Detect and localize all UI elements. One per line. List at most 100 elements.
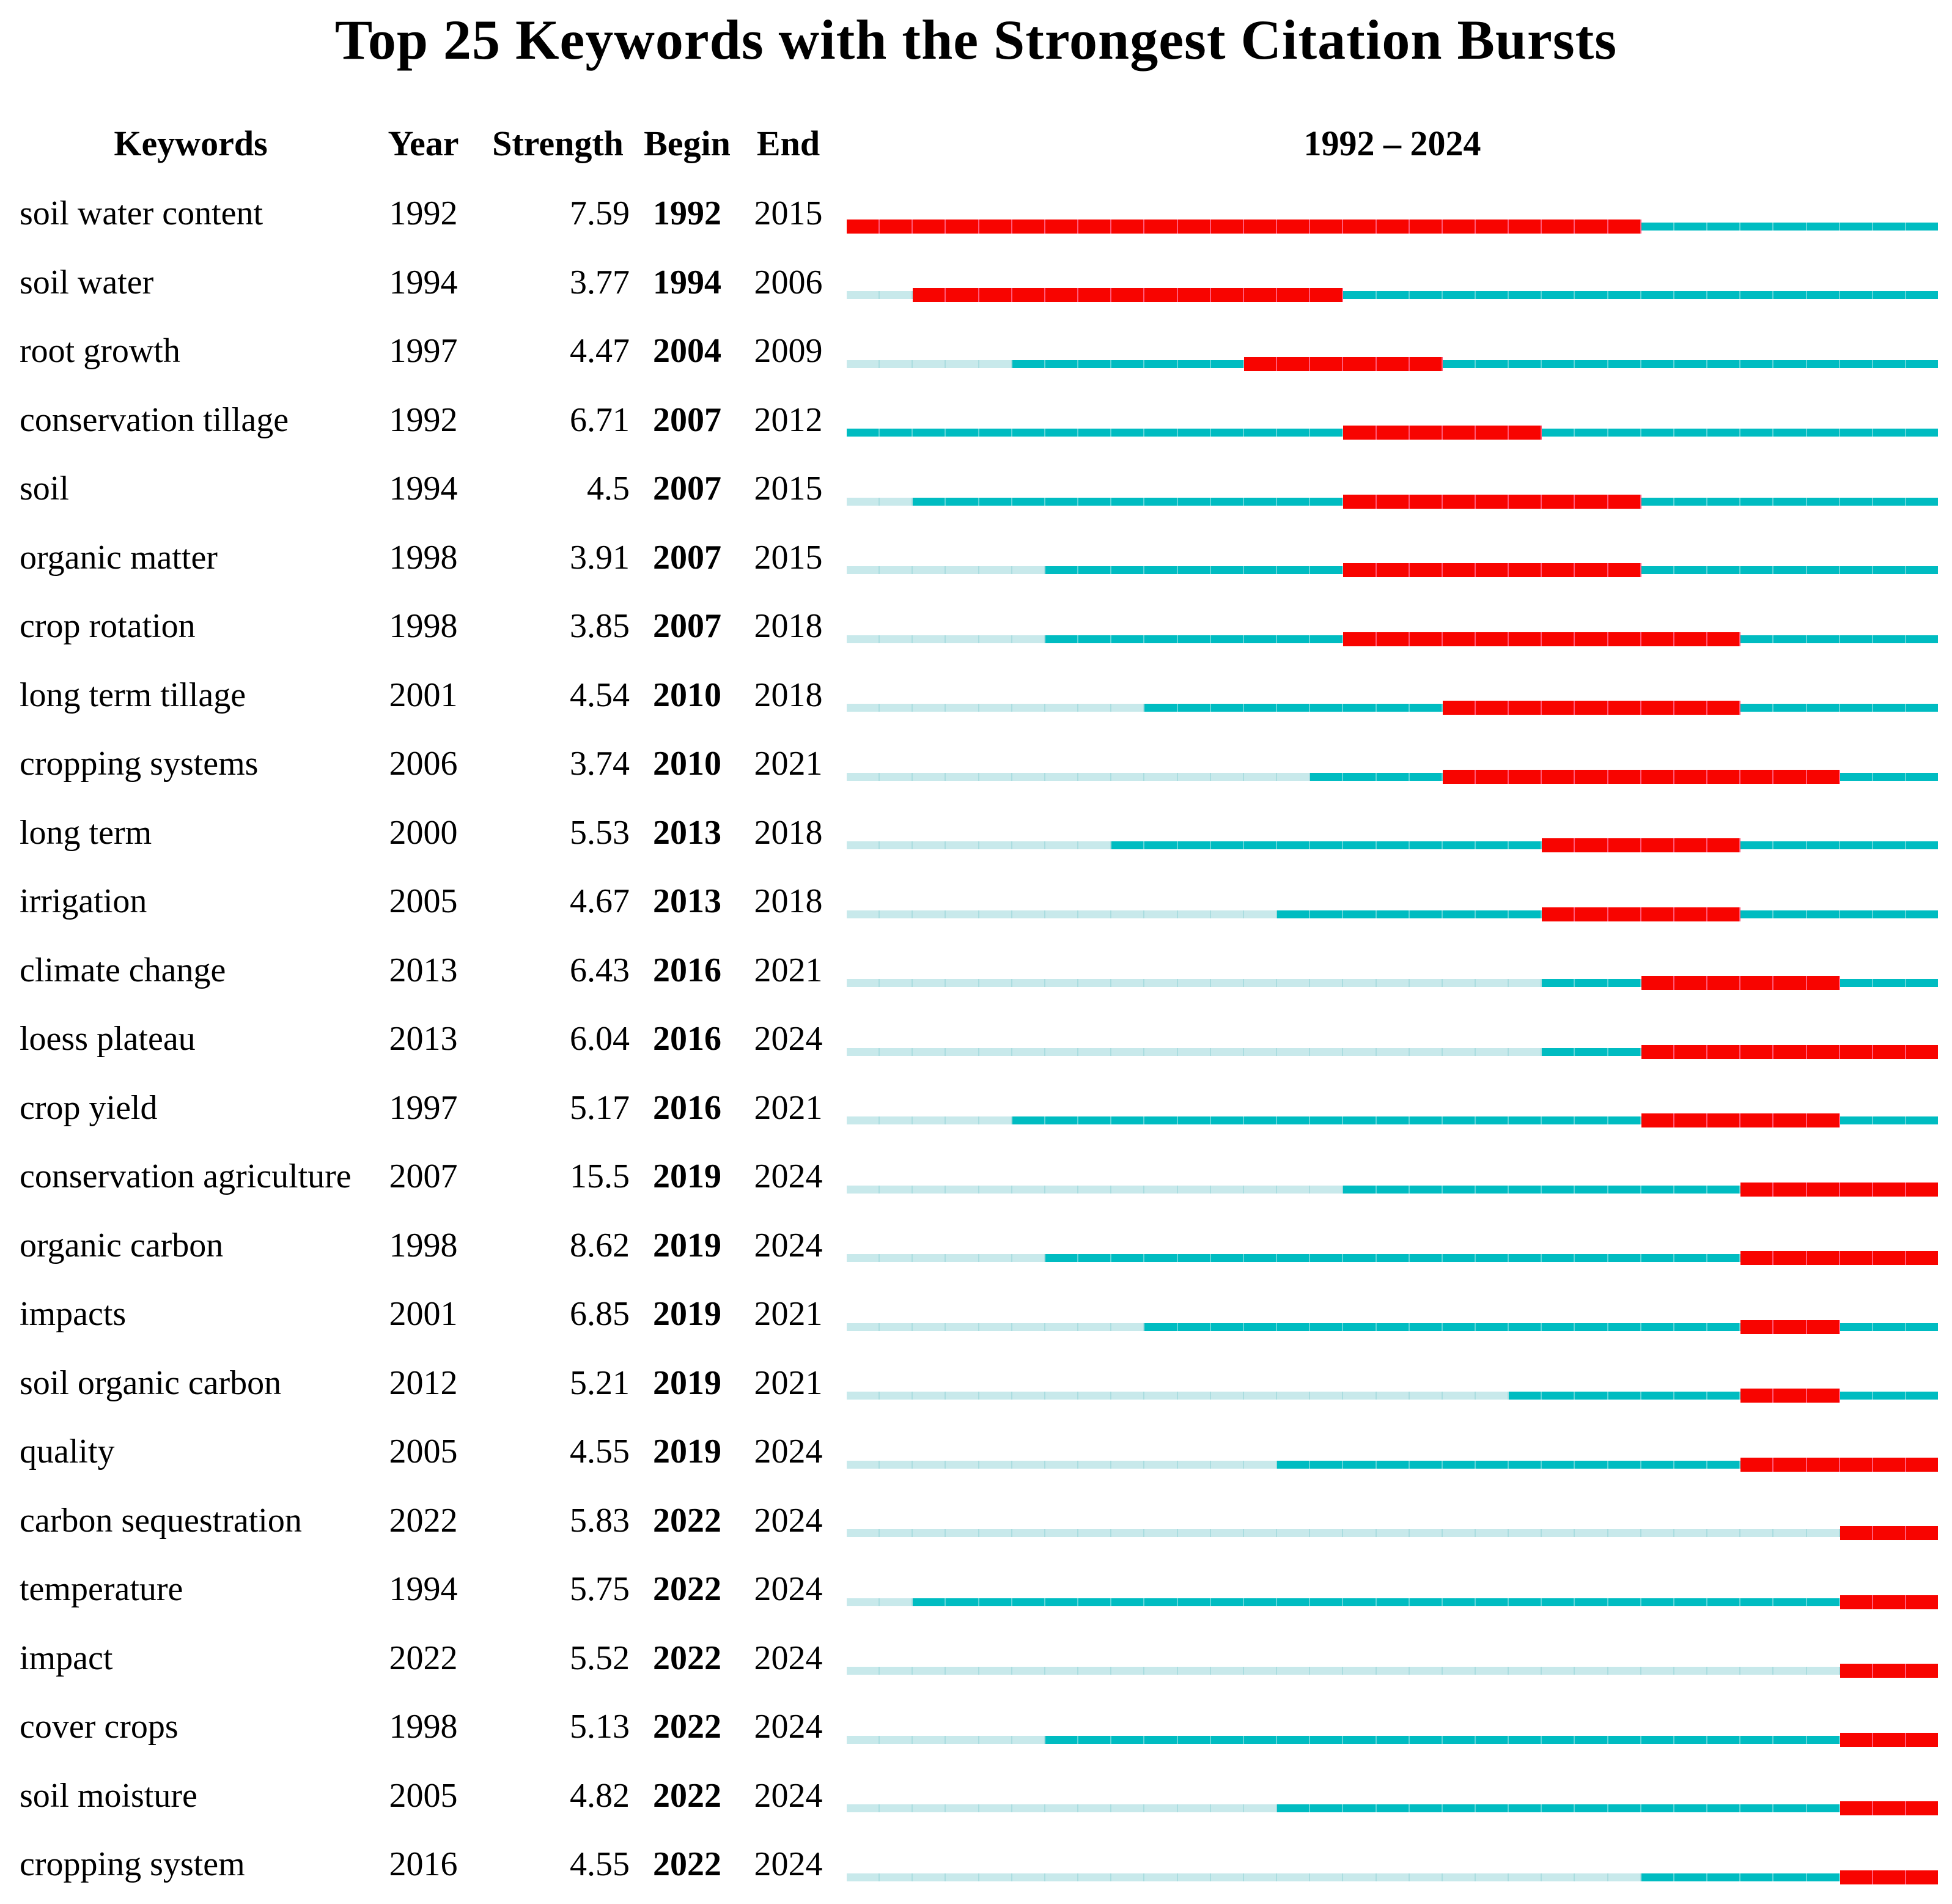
strength-cell: 4.55 <box>570 1845 630 1883</box>
year-segment <box>847 1116 880 1125</box>
year-segment <box>1773 1873 1807 1881</box>
year-segment <box>1674 976 1708 991</box>
year-segment <box>1409 1667 1443 1675</box>
strength-cell: 3.85 <box>570 607 630 645</box>
year-segment <box>913 772 946 781</box>
year-segment <box>913 1804 946 1813</box>
keyword-cell: temperature <box>20 1570 183 1608</box>
year-segment <box>1873 1251 1906 1266</box>
year-segment <box>1243 497 1278 506</box>
year-segment <box>1078 1667 1112 1675</box>
year-segment <box>1608 1529 1641 1538</box>
year-segment <box>1608 1254 1641 1263</box>
year-segment <box>1707 1185 1741 1194</box>
year-segment <box>880 1460 913 1469</box>
table-row: impact 2022 5.52 2022 2024 <box>0 1624 1952 1693</box>
year-segment <box>1542 494 1575 509</box>
year-segment <box>1509 1392 1542 1400</box>
year-segment <box>1773 566 1807 575</box>
year-segment <box>1906 1595 1939 1609</box>
year-segment <box>1409 1047 1443 1056</box>
year-segment <box>1144 910 1178 918</box>
begin-year-cell: 2010 <box>653 745 721 783</box>
year-segment <box>979 1047 1012 1056</box>
year-segment <box>1177 429 1211 437</box>
year-segment <box>880 1254 913 1263</box>
end-year-cell: 2024 <box>754 1845 823 1883</box>
year-segment <box>847 1392 880 1400</box>
strength-cell: 5.83 <box>570 1501 630 1540</box>
year-segment <box>1740 1389 1774 1403</box>
table-row: soil moisture 2005 4.82 2022 2024 <box>0 1762 1952 1831</box>
year-segment <box>1674 429 1708 437</box>
year-segment <box>1542 1804 1575 1813</box>
year-segment <box>946 1804 979 1813</box>
year-segment <box>1740 841 1774 850</box>
year-segment <box>1078 219 1112 234</box>
year-segment <box>1409 979 1443 987</box>
year-segment <box>1740 291 1774 300</box>
year-segment <box>1608 291 1641 300</box>
burst-timeline-bar <box>847 767 1939 786</box>
year-segment <box>1807 1804 1840 1813</box>
burst-timeline-bar <box>847 355 1939 373</box>
year-segment <box>1773 497 1807 506</box>
year-segment <box>847 219 880 234</box>
year-segment <box>1807 910 1840 918</box>
begin-year-cell: 2019 <box>653 1157 721 1195</box>
year-segment <box>1177 360 1211 368</box>
year-segment <box>1343 1529 1377 1538</box>
year-segment <box>1111 288 1145 303</box>
year-segment <box>1475 1185 1509 1194</box>
year-segment <box>1442 910 1476 918</box>
year-segment <box>913 429 946 437</box>
year-segment <box>880 1392 913 1400</box>
year-segment <box>946 1735 979 1744</box>
year-segment <box>1542 1873 1575 1881</box>
table-row: long term tillage 2001 4.54 2010 2018 <box>0 661 1952 730</box>
year-segment <box>1707 1735 1741 1744</box>
year-segment <box>1674 1044 1708 1059</box>
table-row: soil water content 1992 7.59 1992 2015 <box>0 179 1952 248</box>
year-segment <box>1144 1667 1178 1675</box>
burst-timeline-bar <box>847 1799 1939 1818</box>
year-segment <box>1376 1804 1410 1813</box>
year-segment <box>1641 1254 1674 1263</box>
year-segment <box>1045 1873 1079 1881</box>
year-segment <box>1608 838 1641 853</box>
strength-cell: 5.52 <box>570 1639 630 1677</box>
year-segment <box>1310 497 1344 506</box>
year-segment <box>1674 291 1708 300</box>
year-segment <box>1906 1182 1939 1197</box>
strength-cell: 4.54 <box>570 676 630 714</box>
year-segment <box>1277 566 1311 575</box>
burst-timeline-bar <box>847 1042 1939 1061</box>
year-segment <box>1674 222 1708 231</box>
strength-cell: 5.13 <box>570 1708 630 1746</box>
year-segment <box>1840 1182 1873 1197</box>
year-segment <box>1575 429 1608 437</box>
year-segment <box>1807 497 1840 506</box>
year-segment <box>1773 841 1807 850</box>
year-segment <box>979 772 1012 781</box>
year-segment <box>1740 429 1774 437</box>
year-segment <box>1177 1460 1211 1469</box>
year-segment <box>1243 1667 1278 1675</box>
column-header-row: Keywords Year Strength Begin End 1992 – … <box>0 119 1952 168</box>
keyword-cell: conservation tillage <box>20 400 289 439</box>
year-segment <box>1376 1392 1410 1400</box>
year-segment <box>1409 563 1443 578</box>
keyword-cell: long term tillage <box>20 676 246 714</box>
year-segment <box>1873 566 1906 575</box>
year-segment <box>1840 1526 1873 1541</box>
year-segment <box>1575 1873 1608 1881</box>
year-segment <box>1641 1392 1674 1400</box>
keyword-cell: conservation agriculture <box>20 1157 352 1195</box>
table-row: loess plateau 2013 6.04 2016 2024 <box>0 1005 1952 1074</box>
year-segment <box>1376 772 1410 781</box>
year-segment <box>1376 1047 1410 1056</box>
burst-timeline-bar <box>847 1112 1939 1130</box>
keyword-cell: impacts <box>20 1295 127 1333</box>
year-segment <box>1409 1116 1443 1125</box>
year-segment <box>913 704 946 712</box>
